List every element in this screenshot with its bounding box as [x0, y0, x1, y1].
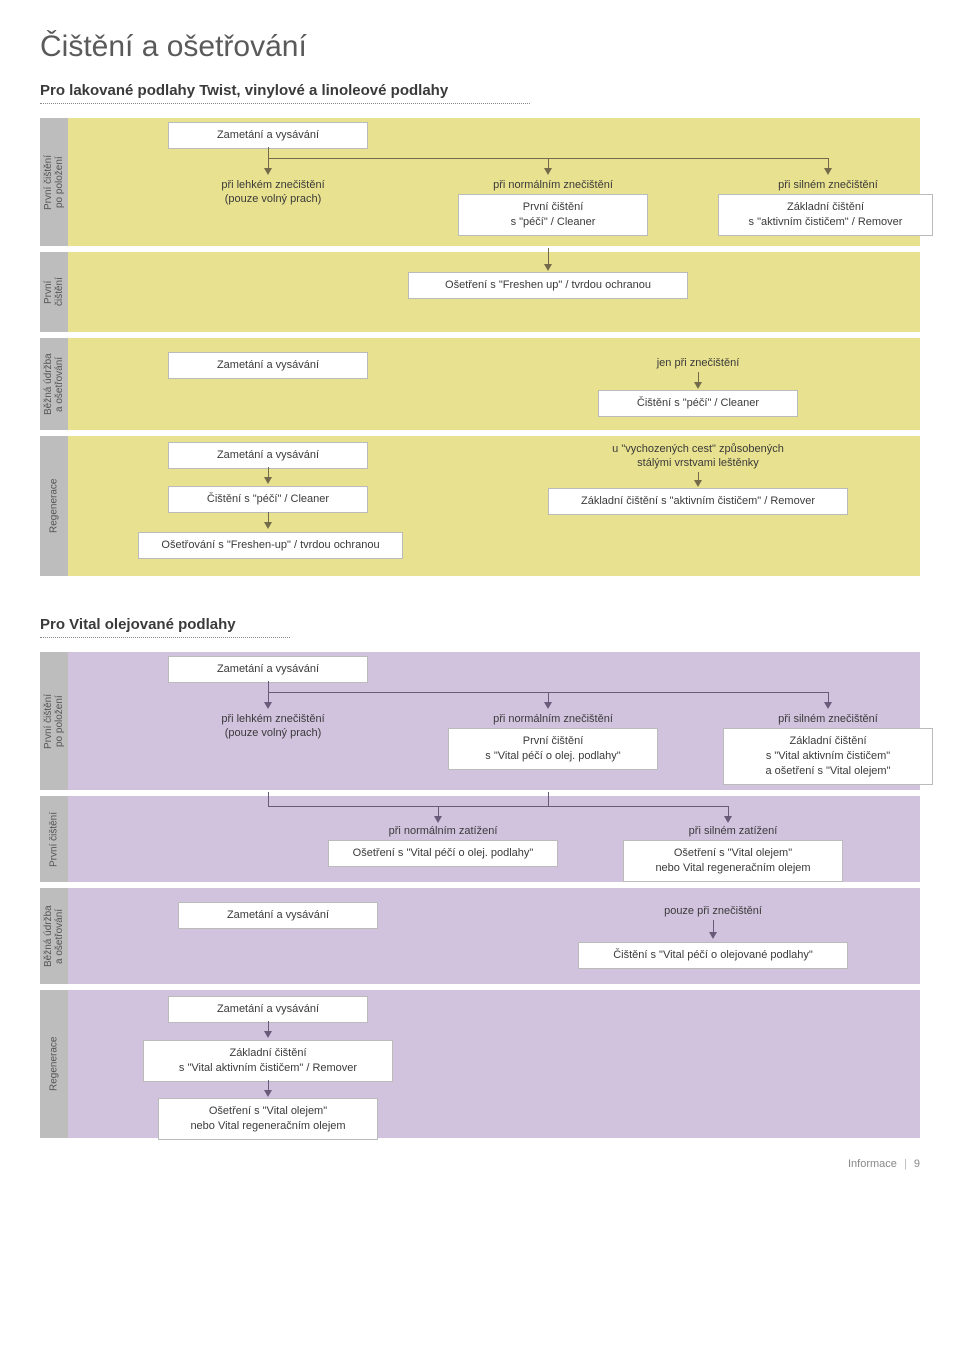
tab-v-first: První čištění: [40, 796, 68, 882]
box-treat-vital-oil2: Ošetření s "Vital olejem" nebo Vital reg…: [158, 1098, 378, 1140]
tab-first-cleaning: První čištění po položení: [40, 118, 68, 246]
label-light2: při lehkém znečištění (pouze volný prach…: [188, 712, 358, 741]
panel: Zametání a vysávání Základní čištění s "…: [68, 990, 920, 1138]
panel: Ošetření s "Freshen up" / tvrdou ochrano…: [68, 252, 920, 332]
box-basic-vital: Základní čištění s "Vital aktivním čisti…: [723, 728, 933, 785]
row-v-regen: Regenerace Zametání a vysávání Základní …: [40, 990, 920, 1138]
rule: [40, 103, 530, 104]
box-basic-active2: Základní čištění s "aktivním čističem" /…: [548, 488, 848, 515]
footer-page: 9: [914, 1158, 920, 1170]
box-sweep5: Zametání a vysávání: [178, 902, 378, 929]
row-v-maintenance: Běžná údržba a ošetřování Zametání a vys…: [40, 888, 920, 984]
box-treat-vital: Ošetření s "Vital péčí o olej. podlahy": [328, 840, 558, 867]
box-freshen: Ošetření s "Freshen up" / tvrdou ochrano…: [408, 272, 688, 299]
panel: Zametání a vysávání jen při znečištění Č…: [68, 338, 920, 430]
label-normal: při normálním znečištění: [458, 178, 648, 192]
box-sweep: Zametání a vysávání: [168, 122, 368, 149]
label-heavy-load: při silném zatížení: [638, 824, 828, 838]
box-sweep2: Zametání a vysávání: [168, 352, 368, 379]
row-first-cleaning: První čištění po položení Zametání a vys…: [40, 118, 920, 246]
panel: Zametání a vysávání při lehkém znečištěn…: [68, 118, 920, 246]
label-only-dirty2: pouze při znečištění: [618, 904, 808, 918]
label-light: při lehkém znečištění (pouze volný prach…: [188, 178, 358, 207]
rule: [40, 637, 290, 638]
footer-sep: |: [904, 1158, 907, 1170]
section-1-title: Pro lakované podlahy Twist, vinylové a l…: [40, 82, 920, 99]
box-basic-active: Základní čištění s "aktivním čističem" /…: [718, 194, 933, 236]
box-care-vital: Čištění s "Vital péčí o olejované podlah…: [578, 942, 848, 969]
box-first-care: První čištění s "péčí" / Cleaner: [458, 194, 648, 236]
panel: Zametání a vysávání Čištění s "péčí" / C…: [68, 436, 920, 576]
box-sweep3: Zametání a vysávání: [168, 442, 368, 469]
box-sweep6: Zametání a vysávání: [168, 996, 368, 1023]
label-worn: u "vychozených cest" způsobených stálými…: [568, 442, 828, 471]
tab-v-first-cleaning: První čištění po položení: [40, 652, 68, 790]
label-heavy2: při silném znečištění: [728, 712, 928, 726]
row-regen: Regenerace Zametání a vysávání Čištění s…: [40, 436, 920, 576]
box-first-vital: První čištění s "Vital péčí o olej. podl…: [448, 728, 658, 770]
label-only-dirty: jen při znečištění: [608, 356, 788, 370]
tab-maintenance: Běžná údržba a ošetřování: [40, 338, 68, 430]
row-first: První čištění Ošetření s "Freshen up" / …: [40, 252, 920, 332]
box-care-cleaner2: Čištění s "péčí" / Cleaner: [168, 486, 368, 513]
row-v-first: První čištění při normálním zatížení Oše…: [40, 796, 920, 882]
label-normal-load: při normálním zatížení: [348, 824, 538, 838]
panel: Zametání a vysávání pouze při znečištění…: [68, 888, 920, 984]
label-heavy: při silném znečištění: [728, 178, 928, 192]
box-treat-vital-oil: Ošetření s "Vital olejem" nebo Vital reg…: [623, 840, 843, 882]
footer: Informace | 9: [40, 1158, 920, 1170]
tab-v-regen: Regenerace: [40, 990, 68, 1138]
box-sweep4: Zametání a vysávání: [168, 656, 368, 683]
row-maintenance: Běžná údržba a ošetřování Zametání a vys…: [40, 338, 920, 430]
section-2-title: Pro Vital olejované podlahy: [40, 616, 920, 633]
panel: při normálním zatížení Ošetření s "Vital…: [68, 796, 920, 882]
tab-first: První čištění: [40, 252, 68, 332]
panel: Zametání a vysávání při lehkém znečištěn…: [68, 652, 920, 790]
tab-v-maintenance: Běžná údržba a ošetřování: [40, 888, 68, 984]
label-normal2: při normálním znečištění: [458, 712, 648, 726]
box-care-cleaner: Čištění s "péčí" / Cleaner: [598, 390, 798, 417]
page-title: Čištění a ošetřování: [40, 30, 920, 64]
tab-regen: Regenerace: [40, 436, 68, 576]
row-v-first-cleaning: První čištění po položení Zametání a vys…: [40, 652, 920, 790]
box-freshen2: Ošetřování s "Freshen-up" / tvrdou ochra…: [138, 532, 403, 559]
footer-label: Informace: [848, 1158, 897, 1170]
box-basic-vital-rem: Základní čištění s "Vital aktivním čisti…: [143, 1040, 393, 1082]
